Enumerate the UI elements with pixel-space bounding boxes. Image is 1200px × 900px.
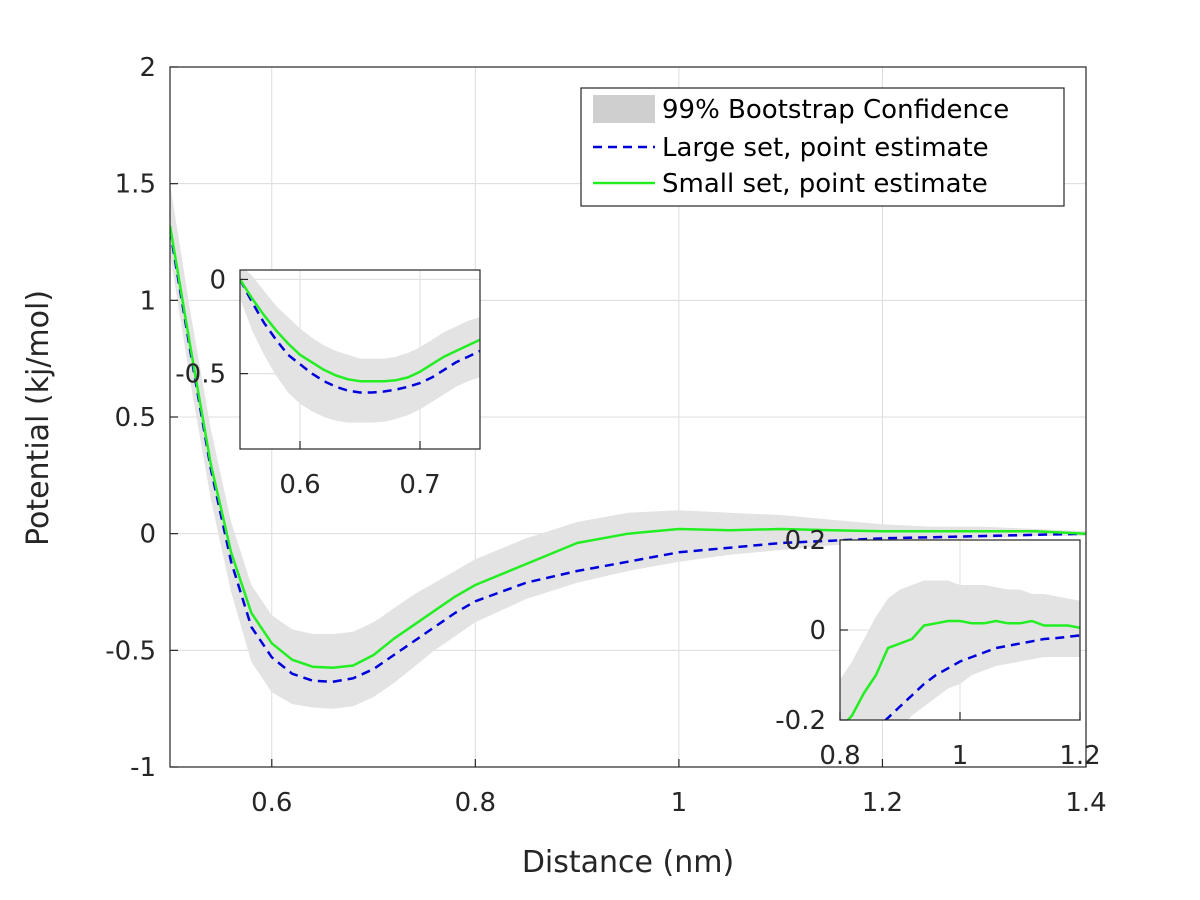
legend-entry-band: 99% Bootstrap Confidence (662, 95, 1009, 125)
inset-right-y-tick-label: 0 (809, 616, 826, 646)
inset-right-confidence-band (840, 580, 1080, 720)
main-series-group (170, 183, 1086, 709)
y-axis-label: Potential (kj/mol) (21, 290, 56, 546)
inset-right-x-tick-label: 1 (952, 741, 969, 771)
inset-left-plot: 0.6 0.7 0 -0.5 (175, 265, 481, 500)
inset-left-x-tick-label: 0.6 (279, 470, 320, 500)
main-x-tick-label: 0.8 (455, 788, 496, 818)
inset-right-y-tick-label: -0.2 (775, 706, 826, 736)
main-series-small-set (170, 225, 1086, 670)
main-y-tick-label: 0.5 (115, 403, 156, 433)
inset-left-confidence-band (240, 270, 480, 423)
main-y-tick-label: 0 (139, 520, 156, 550)
inset-left-y-tick-label: 0 (209, 265, 226, 295)
legend: 99% Bootstrap Confidence Large set, poin… (580, 87, 1065, 207)
inset-left-y-tick-label: -0.5 (175, 360, 226, 390)
main-y-tick-label: -1 (130, 753, 156, 783)
main-series-large-set (170, 230, 1086, 684)
legend-entry-large: Large set, point estimate (662, 133, 989, 163)
main-x-tick-label: 1.4 (1065, 788, 1106, 818)
main-y-tick-label: 1 (139, 286, 156, 316)
main-y-tick-label: -0.5 (105, 636, 156, 666)
inset-right-series-large-set (883, 634, 1080, 720)
inset-right-series-small-set (846, 619, 1080, 720)
inset-left-series-large-set (240, 278, 480, 394)
main-x-tick-label: 1.2 (862, 788, 903, 818)
x-axis-label: Distance (nm) (522, 845, 734, 880)
inset-right-x-tick-label: 1.2 (1059, 741, 1100, 771)
legend-entry-small: Small set, point estimate (662, 169, 988, 199)
main-x-tick-label: 1 (671, 788, 688, 818)
inset-right-series-group (840, 580, 1080, 720)
inset-left-series-small-set (240, 278, 480, 383)
inset-right-x-tick-label: 0.8 (819, 741, 860, 771)
main-confidence-band (170, 183, 1086, 709)
legend-box (580, 87, 1065, 207)
legend-swatch-band (593, 95, 655, 123)
inset-left-series-group (240, 270, 480, 423)
main-x-tick-label: 0.6 (251, 788, 292, 818)
inset-right-y-tick-label: 0.2 (785, 526, 826, 556)
main-y-tick-label: 1.5 (115, 170, 156, 200)
inset-left-x-tick-label: 0.7 (399, 470, 440, 500)
inset-right-plot: 0.8 1 1.2 0.2 0 -0.2 (775, 526, 1100, 771)
inset-left-axes-frame (239, 269, 481, 450)
main-y-tick-label: 2 (139, 53, 156, 83)
